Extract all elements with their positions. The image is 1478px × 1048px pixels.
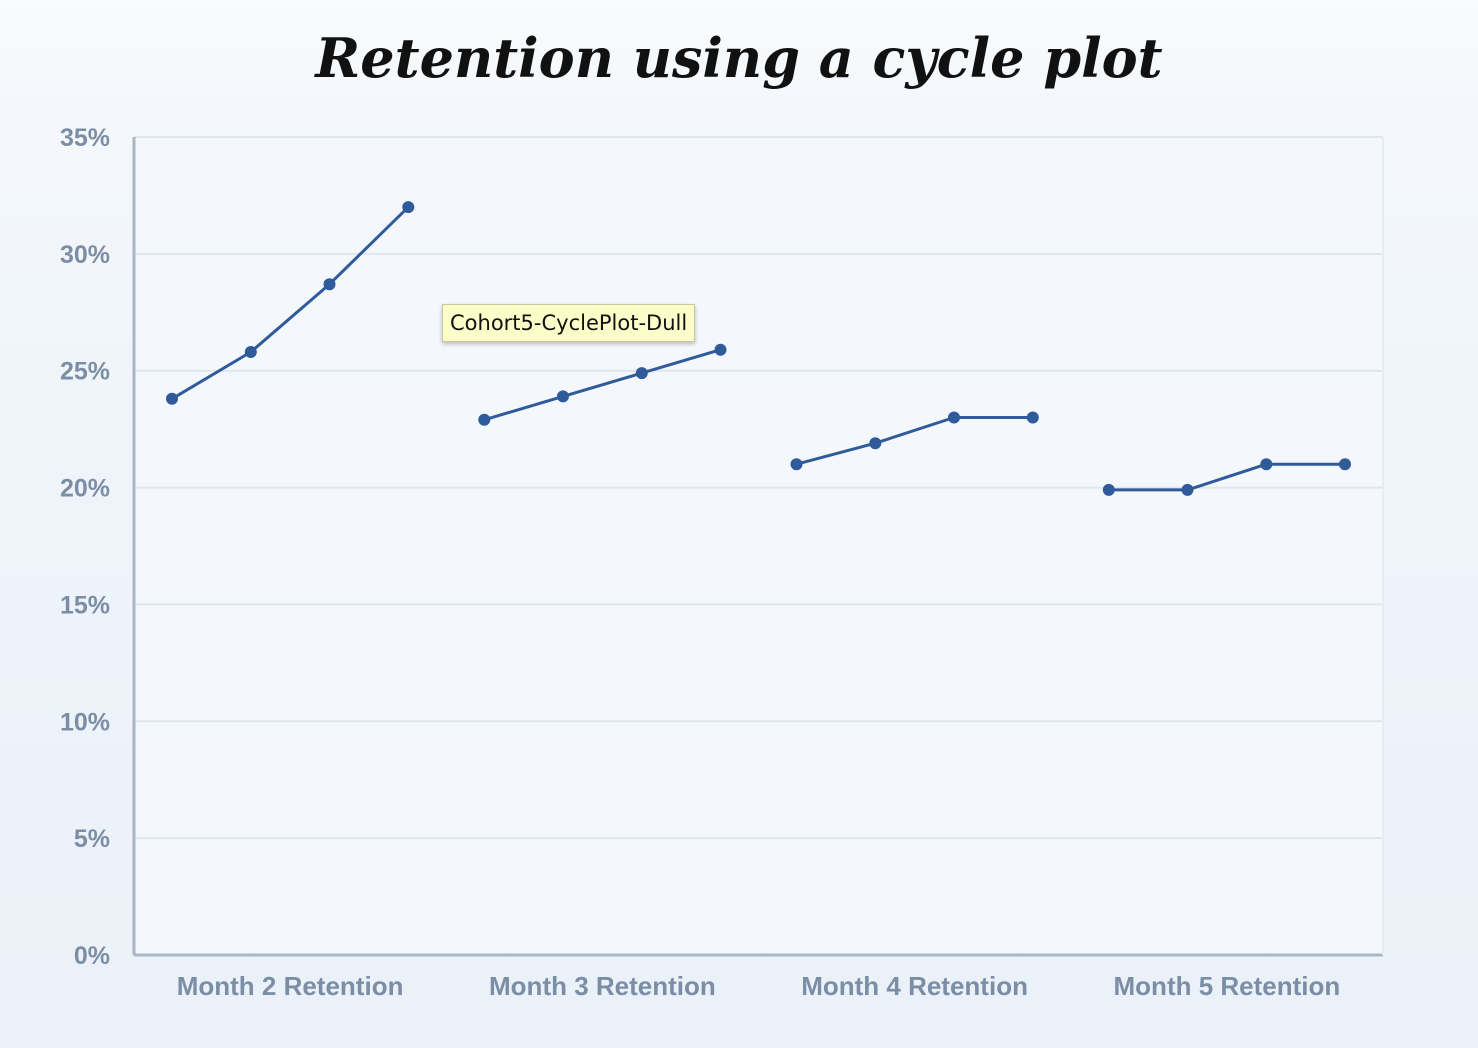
series-line [170,205,410,401]
series-line [795,416,1035,466]
series-line [482,348,722,422]
data-point [166,392,178,405]
series-lines [166,201,1351,496]
axes [132,137,1384,957]
data-point [948,411,960,424]
data-point [1026,411,1039,424]
series-line [1107,462,1347,492]
data-point [557,390,569,403]
title-band [0,0,1478,128]
data-point [635,367,648,380]
y-tick-label: 10% [60,708,110,736]
data-point [323,278,336,291]
gridlines [134,136,1383,955]
data-point [402,201,415,214]
data-point [1102,483,1115,496]
y-tick-label: 25% [60,358,110,386]
x-category-label: Month 4 Retention [801,971,1028,1001]
data-point [869,437,882,450]
data-point [790,458,803,471]
data-point [1339,458,1351,471]
y-tick-label: 20% [60,475,110,503]
data-point [714,343,727,356]
y-tick-label: 35% [60,124,110,152]
y-axis-ticks: 0% 5% 10% 15% 20% 25% 30% 35% [60,124,110,970]
x-axis-categories: Month 2 Retention Month 3 Retention Month … [177,971,1341,1001]
data-point [478,413,491,426]
y-tick-label: 15% [60,591,110,619]
x-category-label: Month 2 Retention [177,971,404,1001]
x-category-label: Month 5 Retention [1114,971,1341,1001]
y-tick-label: 30% [60,241,110,269]
plot-area [134,137,1383,955]
data-point [1260,458,1273,471]
data-point [1181,483,1194,496]
y-tick-label: 5% [74,825,110,853]
data-point [244,346,257,358]
x-category-label: Month 3 Retention [489,971,716,1001]
y-tick-label: 0% [74,942,110,970]
tooltip: Cohort5-CyclePlot-Dull [442,304,696,342]
chart-title: Retention using a cycle plot [315,26,1163,90]
